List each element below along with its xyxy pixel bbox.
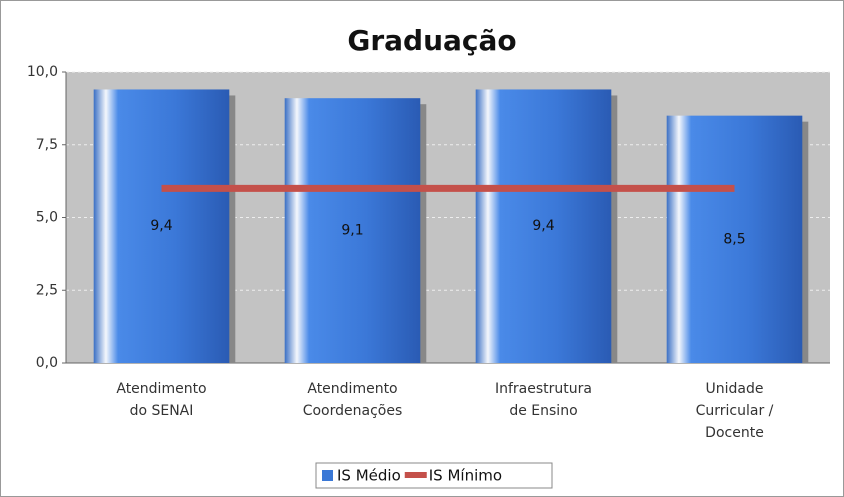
x-tick-label: Coordenações: [303, 403, 403, 419]
legend-swatch: [322, 470, 333, 481]
legend-box: [315, 462, 553, 489]
y-tick-label: 0,0: [36, 355, 58, 371]
y-tick-label: 5,0: [36, 210, 58, 226]
bar: [93, 89, 230, 364]
y-tick-label: 2,5: [36, 282, 58, 298]
chart-title: Graduação: [347, 24, 516, 57]
bar: [475, 89, 612, 364]
data-label: 9,1: [341, 223, 363, 239]
x-tick-label: Atendimento: [116, 381, 206, 397]
x-tick-label: Atendimento: [307, 381, 397, 397]
x-tick-label: do SENAI: [130, 403, 194, 419]
data-label: 9,4: [150, 218, 172, 234]
bar: [666, 115, 803, 364]
x-tick-label: Unidade: [706, 381, 764, 397]
x-tick-label: Curricular /: [696, 403, 774, 419]
bar: [284, 98, 421, 363]
legend-label: IS Mínimo: [429, 467, 502, 485]
x-tick-label: de Ensino: [509, 403, 577, 419]
legend-swatch: [404, 472, 427, 478]
legend-label: IS Médio: [337, 467, 401, 485]
x-tick-label: Docente: [705, 425, 764, 441]
y-tick-label: 7,5: [36, 137, 58, 153]
data-label: 8,5: [723, 231, 745, 247]
data-label: 9,4: [532, 218, 554, 234]
x-tick-label: Infraestrutura: [495, 381, 592, 397]
y-tick-label: 10,0: [27, 64, 58, 80]
